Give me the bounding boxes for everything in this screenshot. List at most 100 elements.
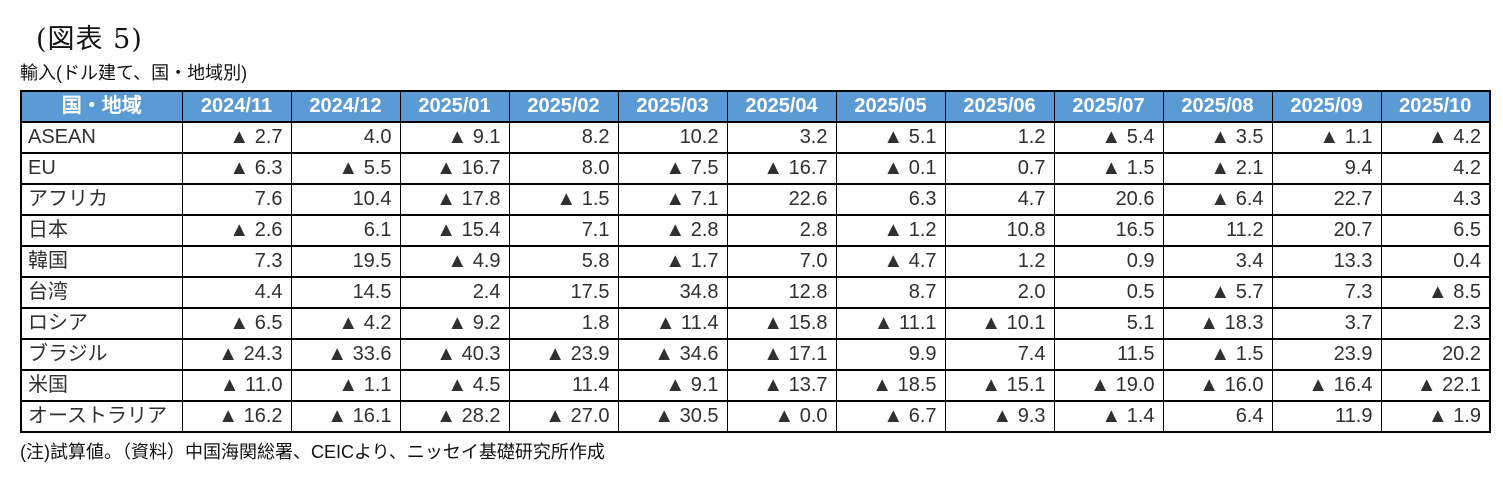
header-row: 国・地域 2024/11 2024/12 2025/01 2025/02 2025/03 2… xyxy=(20,90,1491,123)
value-cell: ▲ 22.1 xyxy=(1380,369,1491,402)
value-cell: ▲ 1.5 xyxy=(1053,152,1164,185)
value-cell: ▲ 17.1 xyxy=(726,338,837,371)
value-cell: 13.3 xyxy=(1271,245,1382,278)
value-cell: 22.7 xyxy=(1271,183,1382,216)
value-cell: 17.5 xyxy=(508,276,619,309)
table-row: ブラジル ▲ 24.3 ▲ 33.6 ▲ 40.3 ▲ 23.9 ▲ 34.6 ▲ 17.1… xyxy=(20,338,1491,371)
table-body: ASEAN ▲ 2.7 4.0 ▲ 9.1 8.2 10.2 3.2 ▲ 5.1 1.2 ▲ 5.… xyxy=(20,121,1491,433)
row-label: オーストラリア xyxy=(20,400,183,433)
table-row: ASEAN ▲ 2.7 4.0 ▲ 9.1 8.2 10.2 3.2 ▲ 5.1 1.2 ▲ 5.… xyxy=(20,121,1491,154)
value-cell: ▲ 2.7 xyxy=(181,121,292,154)
value-cell: ▲ 33.6 xyxy=(290,338,401,371)
value-cell: ▲ 18.5 xyxy=(835,369,946,402)
table-row: アフリカ 7.6 10.4 ▲ 17.8 ▲ 1.5 ▲ 7.1 22.6 6.3 4.7 20.… xyxy=(20,183,1491,216)
value-cell: ▲ 9.3 xyxy=(944,400,1055,433)
column-header-2025-10: 2025/10 xyxy=(1380,90,1491,123)
value-cell: 7.6 xyxy=(181,183,292,216)
value-cell: ▲ 5.7 xyxy=(1162,276,1273,309)
value-cell: ▲ 9.1 xyxy=(399,121,510,154)
value-cell: 1.8 xyxy=(508,307,619,340)
row-label: 米国 xyxy=(20,369,183,402)
value-cell: 8.2 xyxy=(508,121,619,154)
value-cell: 10.8 xyxy=(944,214,1055,247)
row-label: ASEAN xyxy=(20,121,183,154)
table-row: オーストラリア ▲ 16.2 ▲ 16.1 ▲ 28.2 ▲ 27.0 ▲ 30.5 ▲ 0… xyxy=(20,400,1491,433)
value-cell: 22.6 xyxy=(726,183,837,216)
value-cell: ▲ 13.7 xyxy=(726,369,837,402)
value-cell: 1.2 xyxy=(944,245,1055,278)
value-cell: 19.5 xyxy=(290,245,401,278)
value-cell: ▲ 17.8 xyxy=(399,183,510,216)
value-cell: ▲ 5.4 xyxy=(1053,121,1164,154)
value-cell: ▲ 40.3 xyxy=(399,338,510,371)
value-cell: 10.2 xyxy=(617,121,728,154)
value-cell: 10.4 xyxy=(290,183,401,216)
value-cell: ▲ 1.1 xyxy=(290,369,401,402)
value-cell: ▲ 16.7 xyxy=(726,152,837,185)
value-cell: 14.5 xyxy=(290,276,401,309)
column-header-2025-06: 2025/06 xyxy=(944,90,1055,123)
table-row: 日本 ▲ 2.6 6.1 ▲ 15.4 7.1 ▲ 2.8 2.8 ▲ 1.2 10.8 16.5… xyxy=(20,214,1491,247)
value-cell: ▲ 6.5 xyxy=(181,307,292,340)
value-cell: 34.8 xyxy=(617,276,728,309)
row-label: アフリカ xyxy=(20,183,183,216)
value-cell: 4.7 xyxy=(944,183,1055,216)
column-header-2024-12: 2024/12 xyxy=(290,90,401,123)
value-cell: ▲ 1.2 xyxy=(835,214,946,247)
column-header-2025-09: 2025/09 xyxy=(1271,90,1382,123)
value-cell: ▲ 5.1 xyxy=(835,121,946,154)
value-cell: ▲ 2.8 xyxy=(617,214,728,247)
column-header-2025-03: 2025/03 xyxy=(617,90,728,123)
value-cell: 3.4 xyxy=(1162,245,1273,278)
value-cell: ▲ 15.4 xyxy=(399,214,510,247)
value-cell: ▲ 1.1 xyxy=(1271,121,1382,154)
value-cell: ▲ 24.3 xyxy=(181,338,292,371)
value-cell: ▲ 2.6 xyxy=(181,214,292,247)
value-cell: 1.2 xyxy=(944,121,1055,154)
value-cell: 7.3 xyxy=(1271,276,1382,309)
column-header-2025-01: 2025/01 xyxy=(399,90,510,123)
import-growth-table: 国・地域 2024/11 2024/12 2025/01 2025/02 2025/03 2… xyxy=(20,90,1491,433)
value-cell: ▲ 2.1 xyxy=(1162,152,1273,185)
value-cell: ▲ 11.0 xyxy=(181,369,292,402)
value-cell: ▲ 15.1 xyxy=(944,369,1055,402)
value-cell: ▲ 1.4 xyxy=(1053,400,1164,433)
value-cell: 0.7 xyxy=(944,152,1055,185)
value-cell: ▲ 11.4 xyxy=(617,307,728,340)
column-header-2025-08: 2025/08 xyxy=(1162,90,1273,123)
value-cell: 2.3 xyxy=(1380,307,1491,340)
value-cell: 9.4 xyxy=(1271,152,1382,185)
value-cell: ▲ 23.9 xyxy=(508,338,619,371)
value-cell: ▲ 19.0 xyxy=(1053,369,1164,402)
value-cell: ▲ 15.8 xyxy=(726,307,837,340)
value-cell: 7.3 xyxy=(181,245,292,278)
value-cell: 11.2 xyxy=(1162,214,1273,247)
table-row: EU ▲ 6.3 ▲ 5.5 ▲ 16.7 8.0 ▲ 7.5 ▲ 16.7 ▲ 0.1 0.7… xyxy=(20,152,1491,185)
value-cell: 20.2 xyxy=(1380,338,1491,371)
table-subtitle: 輸入(ドル建て、国・地域別) xyxy=(20,63,248,83)
column-header-2025-05: 2025/05 xyxy=(835,90,946,123)
value-cell: 20.6 xyxy=(1053,183,1164,216)
value-cell: 20.7 xyxy=(1271,214,1382,247)
column-header-2025-04: 2025/04 xyxy=(726,90,837,123)
row-label: 日本 xyxy=(20,214,183,247)
value-cell: ▲ 30.5 xyxy=(617,400,728,433)
row-label: EU xyxy=(20,152,183,185)
value-cell: ▲ 1.9 xyxy=(1380,400,1491,433)
value-cell: 11.9 xyxy=(1271,400,1382,433)
value-cell: ▲ 9.2 xyxy=(399,307,510,340)
value-cell: 4.0 xyxy=(290,121,401,154)
value-cell: 6.3 xyxy=(835,183,946,216)
value-cell: 2.4 xyxy=(399,276,510,309)
value-cell: ▲ 9.1 xyxy=(617,369,728,402)
value-cell: ▲ 6.4 xyxy=(1162,183,1273,216)
value-cell: ▲ 18.3 xyxy=(1162,307,1273,340)
value-cell: ▲ 28.2 xyxy=(399,400,510,433)
value-cell: 9.9 xyxy=(835,338,946,371)
value-cell: 7.1 xyxy=(508,214,619,247)
value-cell: ▲ 16.0 xyxy=(1162,369,1273,402)
value-cell: 11.5 xyxy=(1053,338,1164,371)
value-cell: ▲ 6.7 xyxy=(835,400,946,433)
value-cell: 3.2 xyxy=(726,121,837,154)
value-cell: 16.5 xyxy=(1053,214,1164,247)
